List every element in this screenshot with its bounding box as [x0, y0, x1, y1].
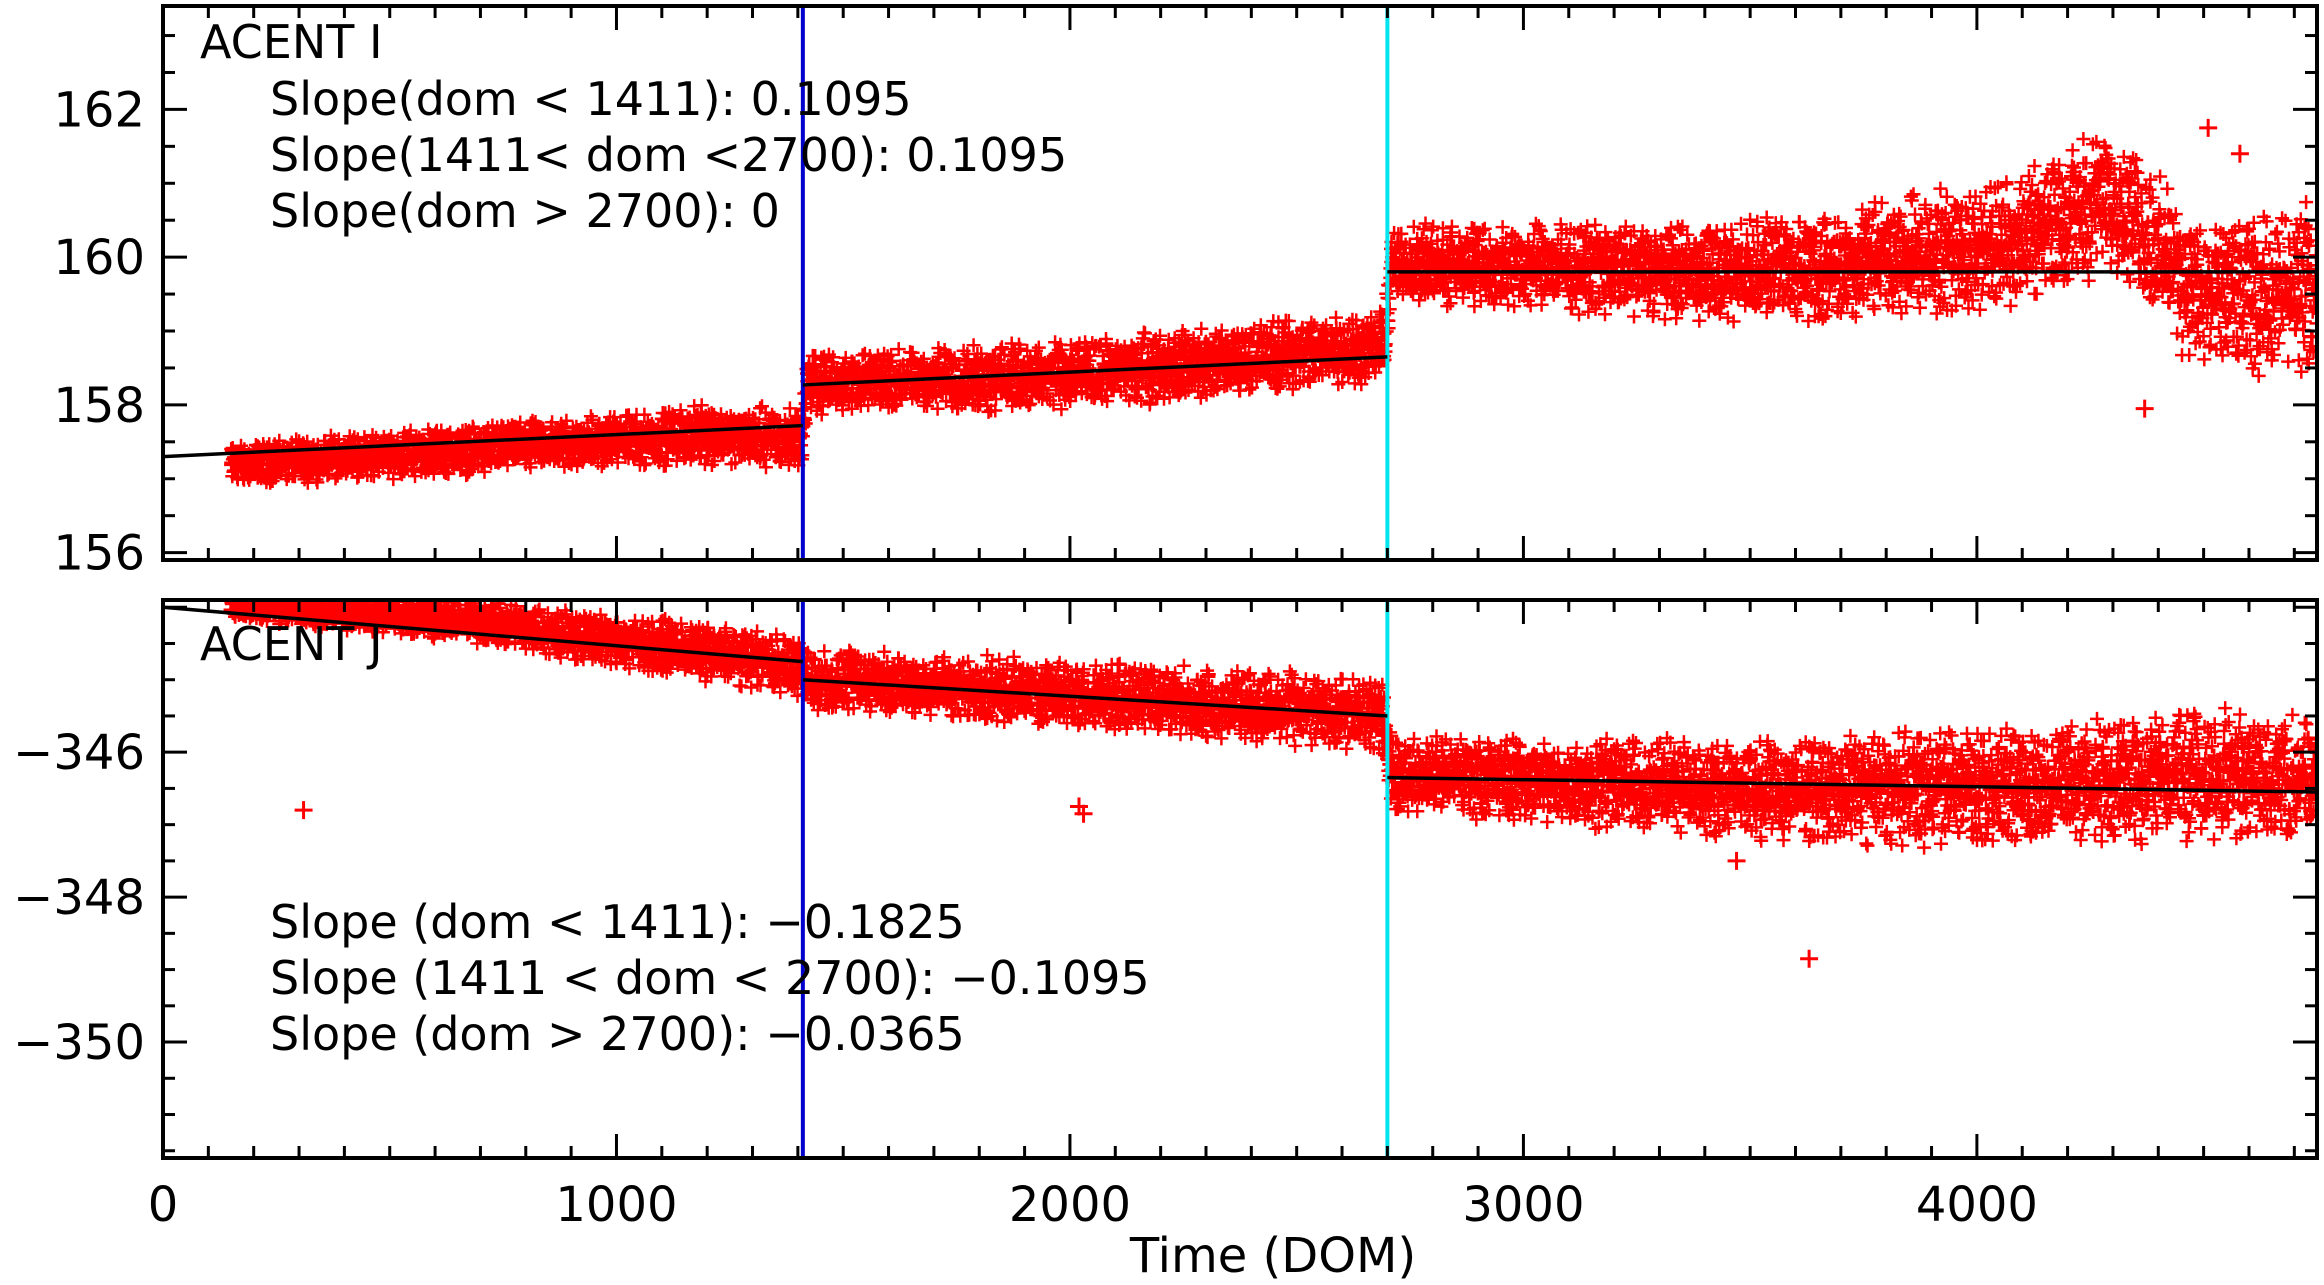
acent-i-y-tick-label: 160: [53, 230, 145, 286]
acent-i-data-crosses: [224, 132, 2317, 490]
acent-j-y-tick-label: −348: [13, 870, 145, 926]
acent-j-slope-annotation-1: Slope (dom < 1411): −0.1825: [270, 895, 965, 949]
acent-i-y-tick-label: 158: [53, 378, 145, 434]
acent-j-fit-segment-0: [163, 605, 803, 664]
acent-i-title: ACENT I: [200, 15, 383, 69]
acent-i-axis-ticks: 156 158 160 162: [53, 6, 2317, 582]
x-tick-label: 1000: [555, 1177, 677, 1233]
acent-j-data-crosses: [223, 600, 2317, 855]
acent-j-fit-segment-2: [1387, 775, 2317, 794]
acent-i-outlier-point-0: [2199, 118, 2218, 137]
acent-j-period-lines: [800, 600, 1390, 1158]
acent-j-outlier-point-4: [1800, 949, 1819, 968]
acent-j-title: ACENT J: [200, 617, 383, 671]
acent-i-plot-frame: [161, 4, 2319, 562]
acent-j-fit-lines: [163, 605, 2317, 794]
acent-i-fit-lines: [163, 270, 2317, 459]
acent-j-outlier-point-3: [1727, 851, 1746, 870]
x-tick-label: 2000: [1009, 1177, 1131, 1233]
acent-i-panel: 156 158 160 162 ACENT I Slope(dom < 1411): …: [53, 4, 2319, 582]
acent-j-panel: −346 −348 −350 0 1000 2000 3000 4000 ACENT J Sl…: [13, 598, 2319, 1233]
acent-i-data-points: [224, 118, 2317, 490]
x-tick-label: 4000: [1916, 1177, 2038, 1233]
acent-i-outlier-point-1: [2230, 144, 2249, 163]
acent-i-outlier-point-2: [2135, 399, 2154, 418]
acent-j-axis-ticks: −346 −348 −350 0 1000 2000 3000 4000: [13, 600, 2317, 1233]
acent-j-outlier-point-0: [294, 801, 313, 820]
acent-i-slope-annotation-1: Slope(dom < 1411): 0.1095: [270, 72, 912, 126]
acent-j-outlier-point-2: [1074, 804, 1093, 823]
acent-i-slope-annotation-2: Slope(1411< dom <2700): 0.1095: [270, 128, 1067, 182]
x-tick-label: 0: [148, 1177, 179, 1233]
acent-j-slope-annotation-2: Slope (1411 < dom < 2700): −0.1095: [270, 951, 1150, 1005]
x-tick-label: 3000: [1462, 1177, 1584, 1233]
acent-j-data-points: [223, 600, 2317, 968]
acent-j-slope-annotation-3: Slope (dom > 2700): −0.0365: [270, 1007, 965, 1061]
acent-j-fit-segment-1: [802, 677, 1388, 718]
acent-j-y-tick-label: −350: [13, 1015, 145, 1071]
acent-i-y-tick-label: 162: [53, 82, 145, 138]
acent-i-fit-segment-0: [163, 423, 803, 459]
acent-i-period-lines: [800, 6, 1390, 560]
acent-j-y-tick-label: −346: [13, 725, 145, 781]
acent-i-fit-segment-1: [802, 355, 1388, 387]
x-axis-title: Time (DOM): [1129, 1228, 1416, 1284]
acent-j-plot-frame: [161, 598, 2319, 1160]
acent-i-y-tick-label: 156: [53, 526, 145, 582]
acent-i-slope-annotation-3: Slope(dom > 2700): 0: [270, 184, 780, 238]
